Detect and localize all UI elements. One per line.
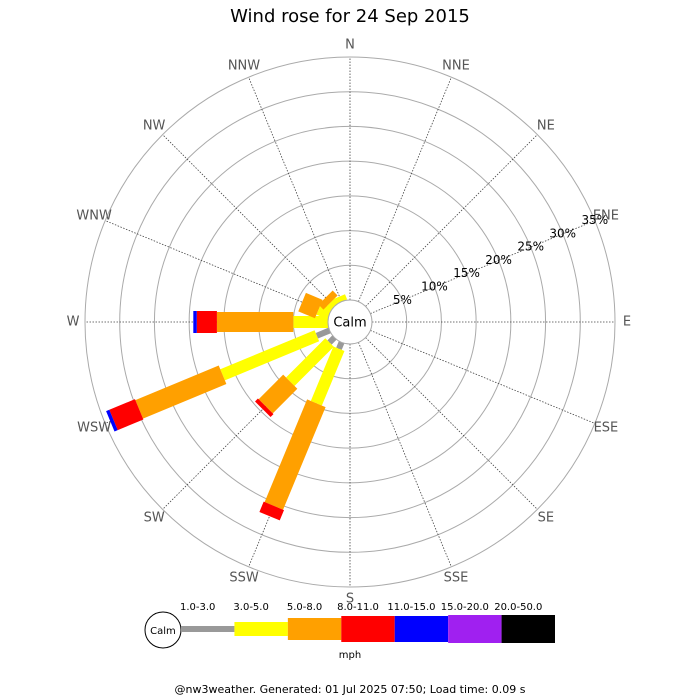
legend-swatch bbox=[448, 615, 502, 643]
bar-segment bbox=[310, 346, 345, 406]
legend-label: 5.0-8.0 bbox=[287, 602, 322, 613]
bar-segment bbox=[220, 330, 320, 381]
r-tick-label: 25% bbox=[517, 240, 544, 254]
legend-label: 15.0-20.0 bbox=[441, 602, 489, 613]
legend-calm-label: Calm bbox=[150, 626, 176, 637]
spoke bbox=[370, 330, 595, 424]
bar-segment bbox=[254, 398, 274, 418]
bar-segment bbox=[109, 399, 144, 431]
r-tick-label: 30% bbox=[549, 226, 576, 240]
bar-segment bbox=[293, 316, 328, 328]
legend-label: 20.0-50.0 bbox=[494, 602, 542, 613]
direction-label: WSW bbox=[77, 421, 111, 436]
direction-label: SE bbox=[538, 510, 554, 525]
r-tick-label: 20% bbox=[485, 253, 512, 267]
direction-label: ESE bbox=[594, 421, 619, 436]
spoke bbox=[365, 337, 538, 510]
legend-swatch bbox=[181, 626, 235, 632]
bar-segment bbox=[333, 294, 348, 304]
calm-label: Calm bbox=[333, 316, 366, 331]
direction-label: NNW bbox=[228, 59, 260, 74]
bar-segment bbox=[298, 292, 323, 319]
spoke bbox=[248, 77, 342, 302]
direction-label: W bbox=[67, 315, 80, 330]
spoke bbox=[358, 342, 452, 567]
direction-label: NE bbox=[537, 119, 555, 134]
bar-segment bbox=[193, 311, 197, 333]
legend-swatch bbox=[234, 622, 288, 636]
direction-label: ENE bbox=[593, 208, 619, 223]
spoke bbox=[370, 220, 595, 314]
bar-segment bbox=[315, 327, 331, 339]
direction-label: NNE bbox=[442, 59, 470, 74]
direction-label: SSE bbox=[444, 570, 469, 585]
legend-label: 1.0-3.0 bbox=[180, 602, 215, 613]
spoke bbox=[105, 220, 330, 314]
spoke bbox=[162, 134, 335, 307]
direction-label: WNW bbox=[76, 208, 112, 223]
bar-segment bbox=[216, 312, 294, 332]
direction-label: E bbox=[623, 315, 631, 330]
legend-label: 11.0-15.0 bbox=[387, 602, 435, 613]
legend-swatch bbox=[287, 618, 342, 640]
r-tick-label: 15% bbox=[453, 266, 480, 280]
r-tick-label: 35% bbox=[581, 213, 608, 227]
calm-circle bbox=[327, 299, 373, 345]
legend-swatch bbox=[501, 615, 555, 643]
bar-segment bbox=[336, 341, 345, 350]
bar-segment bbox=[259, 501, 284, 521]
direction-label: N bbox=[345, 38, 355, 53]
legend-swatch bbox=[394, 616, 449, 642]
unit-label: mph bbox=[339, 650, 361, 661]
direction-label: S bbox=[346, 592, 354, 607]
direction-label: NW bbox=[143, 119, 166, 134]
bar-segment bbox=[264, 399, 326, 510]
r-tick-label: 5% bbox=[393, 293, 412, 307]
direction-label: SW bbox=[144, 510, 165, 525]
spoke bbox=[358, 77, 452, 302]
legend-swatch bbox=[341, 616, 395, 642]
grid-ring bbox=[84, 56, 616, 588]
bar-segment bbox=[106, 409, 118, 432]
bar-segment bbox=[318, 290, 338, 310]
spoke bbox=[365, 134, 538, 307]
footer: @nw3weather. Generated: 01 Jul 2025 07:5… bbox=[175, 683, 526, 696]
bar-segment bbox=[258, 374, 298, 414]
bar-segment bbox=[196, 311, 217, 333]
bar-segment bbox=[286, 338, 334, 386]
legend-label: 8.0-11.0 bbox=[337, 602, 379, 613]
bar-segment bbox=[135, 365, 227, 419]
grid-ring bbox=[153, 125, 547, 519]
chart-title: Wind rose for 24 Sep 2015 bbox=[230, 6, 470, 27]
r-tick-label: 10% bbox=[421, 280, 448, 294]
direction-label: SSW bbox=[229, 570, 259, 585]
legend-label: 3.0-5.0 bbox=[233, 602, 268, 613]
